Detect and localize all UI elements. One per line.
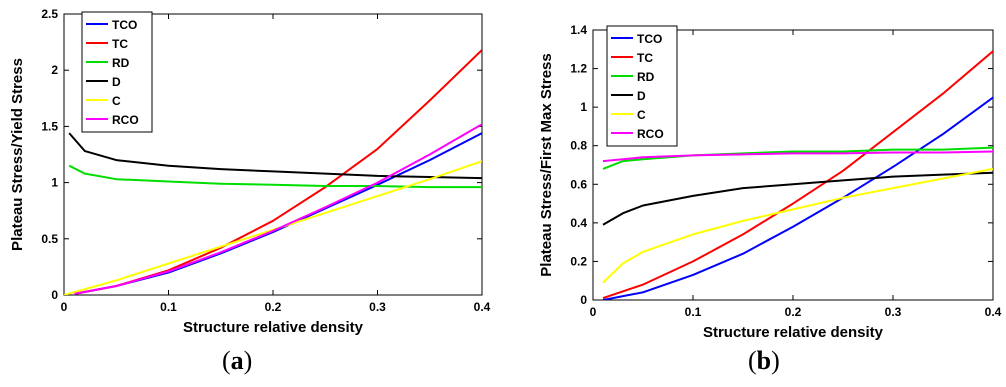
series-line-rd: [68, 164, 482, 189]
x-tick-label: 0.4: [474, 300, 491, 314]
y-tick-label: 2.5: [41, 7, 58, 21]
x-tick-label: 0.1: [160, 300, 177, 314]
y-tick-label: 0.5: [41, 232, 58, 246]
series-line-tc: [602, 50, 993, 300]
legend-label-tc: TC: [112, 37, 128, 51]
legend-label-rco: RCO: [112, 113, 139, 127]
legend-label-d: D: [112, 75, 121, 89]
y-tick-label: 0.6: [570, 177, 587, 191]
legend-box: [81, 11, 153, 133]
series-group-b: [602, 50, 993, 300]
y-tick-label: 0.2: [570, 254, 587, 268]
x-axis-label: Structure relative density: [703, 324, 884, 341]
chart-b-svg: 0 0.1 0.2 0.3 0.4 0 0.2 0.4 0.6 0.8 1 1.2 1.4 TCO TC RD…: [538, 23, 1002, 341]
y-tick-label: 1.2: [570, 62, 587, 76]
legend-label-d: D: [637, 89, 646, 103]
y-tick-label: 2: [51, 63, 58, 77]
legend-a: TCO TC RD DC RCO: [81, 11, 153, 133]
chart-panel-b: 0 0.1 0.2 0.3 0.4 0 0.2 0.4 0.6 0.8 1 1.2 1.4 TCO TC RD…: [503, 0, 1006, 387]
legend-box: [606, 25, 678, 147]
y-tick-label: 0.4: [570, 216, 587, 230]
x-tick-label: 0.3: [885, 305, 902, 319]
y-axis-label: Plateau Stress/Yield Stress: [9, 58, 26, 251]
x-axis-label: Structure relative density: [183, 319, 364, 336]
series-line-tco: [602, 96, 993, 300]
series-line-d: [602, 171, 993, 226]
y-tick-label: 0.8: [570, 139, 587, 153]
caption-a: (a): [222, 346, 253, 375]
legend-label-c: C: [112, 94, 121, 108]
series-line-rco: [74, 123, 482, 295]
y-tick-label: 1.5: [41, 119, 58, 133]
series-line-c: [64, 160, 482, 295]
series-line-c: [602, 167, 993, 284]
x-tick-label: 0: [590, 305, 597, 319]
caption-b: (b): [748, 346, 780, 375]
legend-label-tco: TCO: [112, 18, 137, 32]
legend-label-rd: RD: [637, 70, 655, 84]
y-axis-label: Plateau Stress/First Max Stress: [538, 53, 555, 276]
legend-label-tco: TCO: [637, 32, 662, 46]
series-group-a: [64, 49, 482, 295]
chart-panel-a: 0 0.1 0.2 0.3 0.4 0 0.5 1 1.5 2 2.5 TCO TC RD D C RCO Str…: [9, 7, 491, 375]
x-tick-label: 0.3: [369, 300, 386, 314]
legend-label-rco: RCO: [637, 127, 664, 141]
y-tick-label: 0: [51, 288, 58, 302]
series-line-rco: [602, 150, 993, 163]
legend-label-tc: TC: [637, 51, 653, 65]
series-line-d: [68, 132, 482, 180]
y-tick-label: 1: [580, 100, 587, 114]
y-tick-label: 0: [580, 293, 587, 307]
chart-a-svg: 0 0.1 0.2 0.3 0.4 0 0.5 1 1.5 2 2.5 TCO TC RD DC RCO Str…: [9, 7, 491, 336]
x-tick-label: 0: [61, 300, 68, 314]
x-tick-label: 0.4: [985, 305, 1002, 319]
series-line-rd: [602, 146, 993, 170]
legend-b: TCO TC RD DC RCO: [606, 25, 678, 147]
x-tick-label: 0.2: [265, 300, 282, 314]
legend-label-c: C: [637, 108, 646, 122]
x-tick-label: 0.2: [785, 305, 802, 319]
x-tick-label: 0.1: [685, 305, 702, 319]
y-tick-label: 1.4: [570, 23, 587, 37]
y-tick-label: 1: [51, 176, 58, 190]
legend-label-rd: RD: [112, 56, 130, 70]
